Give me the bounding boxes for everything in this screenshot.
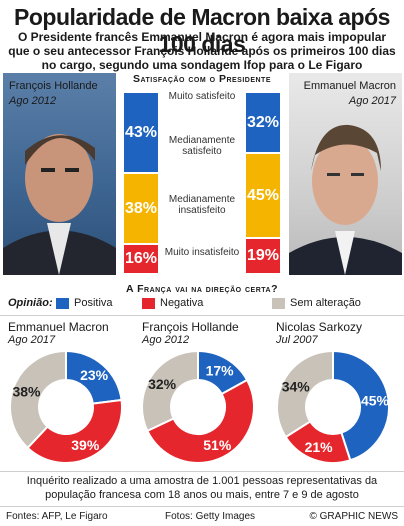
category-muito-satisfeito: Muito satisfeito <box>154 91 250 102</box>
macron-bar-value-label: 19% <box>246 247 280 264</box>
pie-value-label: 34% <box>282 379 311 395</box>
pie-slice-negativa <box>145 378 255 464</box>
pie-title-sarkozy: Nicolas Sarkozy <box>276 320 363 334</box>
macron-period: Ago 2017 <box>348 95 396 107</box>
pie-value-label: 39% <box>71 437 100 453</box>
macron-bar-value-label: 45% <box>246 186 280 204</box>
hollande-period: Ago 2012 <box>9 95 57 107</box>
photos-credit: Fotos: Getty Images <box>165 511 256 522</box>
pie-slice-sem-alteração <box>141 349 199 433</box>
category-label: Medianamente insatisfeito <box>168 194 236 216</box>
hollande-portrait-icon <box>3 134 116 275</box>
copyright: © GRAPHIC NEWS <box>309 511 399 522</box>
pie-value-label: 17% <box>206 362 235 378</box>
hollande-name: François Hollande <box>9 80 98 92</box>
hollande-bar-segment-1 <box>124 93 158 172</box>
sources-credit: Fontes: AFP, Le Figaro <box>6 511 108 522</box>
direction-question-title: A França vai na direção certa? <box>125 283 278 295</box>
macron-satisfaction-bar: 32% 45% 19% <box>246 93 280 275</box>
macron-portrait-icon <box>289 124 402 275</box>
legend-swatch-negativa <box>142 298 155 309</box>
macron-photo: Emmanuel Macron Ago 2017 <box>289 73 402 275</box>
hollande-bar-value-label: 16% <box>124 250 158 267</box>
legend-swatch-positiva <box>56 298 69 309</box>
pie-slice-negativa <box>26 398 123 464</box>
page-title: Popularidade de Macron baixa após 100 di… <box>14 4 390 57</box>
opinion-pie-charts: 23% 39% 38% 17% 51% 32% 45% 21% 34% <box>9 349 390 464</box>
survey-note: Inquérito realizado a uma amostra de 1.0… <box>26 475 378 501</box>
macron-bar-segment-3 <box>246 239 280 273</box>
pie-period-hollande: Ago 2012 <box>142 334 190 346</box>
pie-value-label: 51% <box>203 437 232 453</box>
legend-title: Opinião: <box>8 297 53 309</box>
macron-bar-segment-2 <box>246 154 280 237</box>
pie-slice-positiva <box>332 349 390 462</box>
hollande-bar-value-label: 38% <box>124 199 158 217</box>
pie-value-label: 32% <box>148 376 177 392</box>
legend-swatch-sem-alteracao <box>272 298 285 309</box>
divider <box>0 315 404 316</box>
pie-value-label: 45% <box>361 392 390 408</box>
category-medianamente-satisfeito: Medianamente satisfeito <box>154 135 250 157</box>
legend-label-positiva: Positiva <box>74 297 113 309</box>
satisfaction-title: Satisfação com o Presidente <box>132 73 272 85</box>
pie-value-label: 23% <box>80 367 109 383</box>
hollande-photo: François Hollande Ago 2012 <box>3 73 116 275</box>
category-label: Medianamente satisfeito <box>168 135 236 157</box>
macron-name: Emmanuel Macron <box>303 80 396 92</box>
divider <box>0 471 404 472</box>
pie-slice-sem-alteração <box>276 349 334 439</box>
hollande-bar-value-label: 43% <box>124 123 158 141</box>
category-label: Muito insatisfeito <box>164 247 240 258</box>
footer: Fontes: AFP, Le Figaro Fotos: Getty Imag… <box>0 506 404 526</box>
hollande-bar-segment-2 <box>124 174 158 243</box>
pie-title-macron: Emmanuel Macron <box>8 320 109 334</box>
macron-bar-segment-1 <box>246 93 280 152</box>
pie-value-label: 21% <box>305 439 334 455</box>
category-label: Muito satisfeito <box>168 91 236 102</box>
pie-value-label: 38% <box>12 383 41 399</box>
category-muito-insatisfeito: Muito insatisfeito <box>154 247 250 258</box>
pie-title-hollande: François Hollande <box>142 320 239 334</box>
pie-slice-sem-alteração <box>9 349 67 450</box>
hollande-bar-segment-3 <box>124 245 158 273</box>
legend-label-negativa: Negativa <box>160 297 204 309</box>
pie-period-sarkozy: Jul 2007 <box>276 334 318 346</box>
legend-label-sem-alteracao: Sem alteração <box>290 297 361 309</box>
macron-bar-value-label: 32% <box>246 113 280 131</box>
pie-period-macron: Ago 2017 <box>8 334 56 346</box>
hollande-satisfaction-bar: 43% 38% 16% <box>124 93 158 275</box>
intro-text: O Presidente francês Emmanuel Macron é a… <box>8 30 396 72</box>
category-medianamente-insatisfeito: Medianamente insatisfeito <box>154 194 250 216</box>
